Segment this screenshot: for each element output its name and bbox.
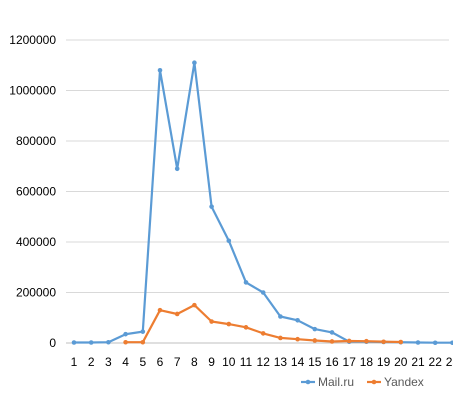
series-lines xyxy=(71,60,453,346)
data-point xyxy=(278,335,283,341)
x-tick-label: 11 xyxy=(240,355,253,369)
x-tick-label: 1 xyxy=(71,355,78,369)
x-tick-label: 18 xyxy=(360,355,374,369)
x-tick-label: 8 xyxy=(191,355,198,369)
x-axis-tick-labels: 1234567891011121314151617181920212223 xyxy=(71,355,453,369)
data-point xyxy=(243,325,249,330)
gridlines xyxy=(66,39,449,344)
data-point xyxy=(192,302,197,308)
x-tick-label: 10 xyxy=(222,355,236,369)
data-point xyxy=(106,339,111,345)
data-point xyxy=(381,339,386,345)
data-point xyxy=(415,340,421,345)
legend-item: Mail.ru xyxy=(301,375,354,389)
x-tick-label: 19 xyxy=(377,355,391,369)
y-tick-label: 400000 xyxy=(16,235,56,249)
x-tick-label: 4 xyxy=(122,355,129,369)
x-tick-label: 12 xyxy=(257,355,271,369)
data-point xyxy=(192,60,197,66)
legend-item: Yandex xyxy=(367,375,424,389)
legend-label: Yandex xyxy=(384,375,424,389)
x-tick-label: 7 xyxy=(174,355,181,369)
x-tick-label: 23 xyxy=(446,355,453,369)
series-line xyxy=(124,304,402,344)
series-yandex xyxy=(123,302,404,345)
data-point xyxy=(123,331,128,337)
data-point xyxy=(71,340,77,345)
data-point xyxy=(140,339,146,345)
x-tick-label: 21 xyxy=(411,355,425,369)
data-point xyxy=(329,339,335,344)
data-point xyxy=(450,340,453,346)
y-tick-label: 0 xyxy=(49,336,56,350)
data-point xyxy=(364,338,369,344)
x-tick-label: 22 xyxy=(429,355,443,369)
x-tick-label: 17 xyxy=(343,355,357,369)
data-point xyxy=(209,319,214,324)
data-point xyxy=(140,329,146,334)
x-tick-label: 3 xyxy=(105,355,112,369)
legend-swatch-marker xyxy=(305,379,311,385)
data-point xyxy=(226,321,232,327)
x-tick-label: 6 xyxy=(157,355,164,369)
data-point xyxy=(260,290,266,295)
y-tick-label: 200000 xyxy=(16,286,56,300)
data-point xyxy=(123,339,128,345)
y-tick-label: 600000 xyxy=(16,185,56,199)
data-point xyxy=(295,317,300,323)
data-point xyxy=(157,307,163,313)
x-tick-label: 14 xyxy=(291,355,305,369)
data-point xyxy=(346,338,352,344)
legend-swatch-marker xyxy=(371,379,377,385)
legend-label: Mail.ru xyxy=(318,375,354,389)
data-point xyxy=(278,314,283,319)
x-tick-label: 2 xyxy=(88,355,95,369)
series-mail-ru xyxy=(71,60,453,346)
legend: Mail.ru Yandex xyxy=(301,375,424,389)
x-tick-label: 13 xyxy=(274,355,288,369)
data-point xyxy=(209,204,214,209)
y-tick-label: 1200000 xyxy=(9,33,56,47)
data-point xyxy=(312,338,318,343)
y-tick-label: 1000000 xyxy=(9,84,56,98)
data-point xyxy=(398,339,404,345)
data-point xyxy=(226,238,232,244)
x-tick-label: 5 xyxy=(139,355,146,369)
x-tick-label: 20 xyxy=(394,355,408,369)
data-point xyxy=(157,68,163,73)
data-point xyxy=(88,340,94,345)
data-point xyxy=(243,280,249,285)
x-tick-label: 16 xyxy=(325,355,339,369)
y-tick-label: 800000 xyxy=(16,134,56,148)
data-point xyxy=(312,326,318,332)
x-tick-label: 15 xyxy=(308,355,322,369)
x-tick-label: 9 xyxy=(208,355,215,369)
data-point xyxy=(174,311,180,317)
y-axis-tick-labels: 0 200000 400000 600000 800000 1000000 1200000 xyxy=(9,33,56,350)
data-point xyxy=(295,336,300,342)
data-point xyxy=(329,330,335,335)
data-point xyxy=(432,340,438,346)
data-point xyxy=(174,166,180,172)
data-point xyxy=(260,331,266,336)
series-line xyxy=(72,61,453,344)
